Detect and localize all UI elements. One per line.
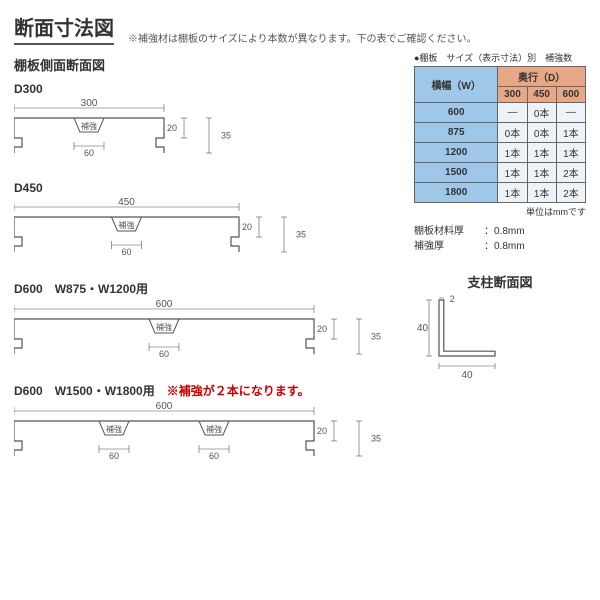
svg-text:35: 35: [371, 332, 381, 342]
shelf-section-svg: 600 20 35 補強 60: [14, 299, 404, 374]
table-cell: 0本: [527, 123, 556, 143]
svg-text:35: 35: [296, 230, 306, 240]
svg-text:60: 60: [109, 451, 119, 461]
depth-header: 奥行（D）: [498, 67, 586, 87]
svg-text:450: 450: [118, 197, 135, 208]
svg-text:600: 600: [156, 299, 173, 310]
svg-text:補強: 補強: [119, 220, 135, 230]
svg-text:40: 40: [461, 370, 473, 381]
section: D600 W1500・W1800用 ※補強が２本になります。6002035補強6…: [14, 382, 404, 476]
svg-text:60: 60: [121, 247, 131, 257]
table-cell: 1本: [498, 143, 527, 163]
section: D600 W875・W1200用 600 20 35 補強 60: [14, 280, 404, 374]
table-cell: 1本: [556, 123, 585, 143]
table-row-w: 1800: [415, 183, 498, 203]
table-cell: 0本: [498, 123, 527, 143]
svg-text:補強: 補強: [81, 121, 97, 131]
shelf-section-svg: 300 20 35 補強 60: [14, 98, 254, 173]
svg-text:20: 20: [317, 426, 327, 436]
svg-text:補強: 補強: [106, 424, 122, 434]
svg-text:300: 300: [81, 98, 98, 109]
table-cell: 1本: [527, 163, 556, 183]
section-label: D300: [14, 82, 404, 96]
depth-col: 300: [498, 87, 527, 103]
page-title: 断面寸法図: [14, 12, 114, 45]
svg-text:60: 60: [159, 349, 169, 359]
header-note: ※補強材は棚板のサイズにより本数が異なります。下の表でご確認ください。: [128, 30, 477, 45]
table-cell: —: [498, 103, 527, 123]
svg-text:補強: 補強: [156, 322, 172, 332]
table-cell: 2本: [556, 163, 585, 183]
table-unit: 単位はmmです: [414, 205, 586, 218]
table-cell: 1本: [556, 143, 585, 163]
svg-text:20: 20: [242, 222, 252, 232]
svg-text:補強: 補強: [206, 424, 222, 434]
svg-text:60: 60: [209, 451, 219, 461]
section: D450 450 20 35 補強 60: [14, 181, 404, 272]
depth-col: 600: [556, 87, 585, 103]
svg-text:40: 40: [417, 323, 429, 334]
table-cell: 0本: [527, 103, 556, 123]
table-row-w: 600: [415, 103, 498, 123]
svg-text:35: 35: [371, 434, 381, 444]
svg-text:20: 20: [317, 324, 327, 334]
svg-text:2: 2: [450, 295, 455, 304]
table-cell: —: [556, 103, 585, 123]
section: D300 300 20 35 補強 60: [14, 82, 404, 173]
depth-col: 450: [527, 87, 556, 103]
left-subtitle: 棚板側面断面図: [14, 55, 404, 74]
shelf-section-svg: 600 20 35 補強 60 補強 60: [14, 401, 404, 476]
reinforcer-table: 横幅（W） 奥行（D） 300450600 600—0本—8750本0本1本12…: [414, 66, 586, 203]
table-row-w: 875: [415, 123, 498, 143]
section-label: D600 W1500・W1800用 ※補強が２本になります。: [14, 382, 404, 399]
svg-text:20: 20: [167, 123, 177, 133]
table-cell: 1本: [498, 183, 527, 203]
table-row-w: 1200: [415, 143, 498, 163]
pillar-diagram: 2 40 40: [414, 295, 586, 386]
table-cell: 1本: [527, 183, 556, 203]
pillar-title: 支柱断面図: [414, 272, 586, 291]
table-cell: 2本: [556, 183, 585, 203]
table-row-w: 1500: [415, 163, 498, 183]
svg-text:35: 35: [221, 131, 231, 141]
table-caption: ●棚板 サイズ（表示寸法）別 補強数: [414, 51, 586, 64]
table-cell: 1本: [527, 143, 556, 163]
svg-text:60: 60: [84, 148, 94, 158]
width-header: 横幅（W）: [415, 67, 498, 103]
section-label: D600 W875・W1200用: [14, 280, 404, 297]
specs: 棚板材料厚：0.8mm補強厚：0.8mm: [414, 224, 586, 254]
table-cell: 1本: [498, 163, 527, 183]
shelf-section-svg: 450 20 35 補強 60: [14, 197, 329, 272]
section-label: D450: [14, 181, 404, 195]
svg-text:600: 600: [156, 401, 173, 412]
